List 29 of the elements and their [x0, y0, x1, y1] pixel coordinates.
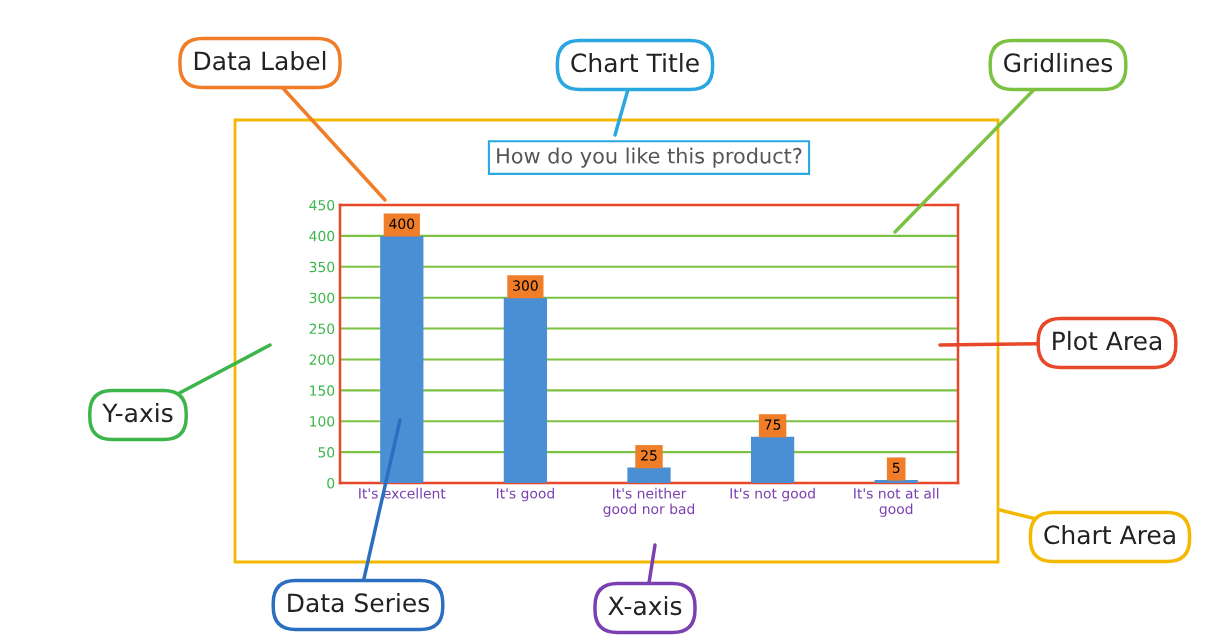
data-label: 75 [764, 419, 781, 430]
text: X-axis [608, 595, 682, 616]
text: Data Label [194, 50, 326, 71]
y-tick-label: 0 [327, 477, 335, 489]
text: Chart Area [1044, 524, 1175, 545]
x-tick-label: It's not good [730, 487, 815, 502]
y-tick-label: 150 [310, 385, 335, 396]
text: Data Series [288, 592, 430, 613]
x-tick-label: It's neither good nor bad [603, 487, 695, 517]
x-tick-label: It's excellent [359, 487, 446, 499]
y-tick-label: 300 [309, 292, 335, 304]
data-label: 400 [389, 218, 415, 230]
y-tick-label: 200 [309, 354, 335, 365]
y-tick-label: 100 [310, 416, 335, 427]
text: Y-axis [102, 402, 173, 423]
y-tick-label: 450 [309, 199, 335, 211]
text: Plot Area [1053, 330, 1162, 351]
y-tick-label: 350 [309, 261, 335, 273]
x-tick-label: It's not at all good [854, 487, 939, 517]
y-tick-label: 250 [309, 323, 335, 335]
y-tick-label: 400 [309, 230, 335, 242]
data-label: 300 [513, 280, 538, 291]
x-tick-label: It's good [496, 487, 554, 502]
data-label: 25 [641, 450, 657, 461]
text: Gridlines [1004, 52, 1113, 73]
text: Chart Title [571, 52, 699, 73]
chart-title: How do you like this product? [497, 147, 802, 168]
y-tick-label: 50 [318, 447, 335, 458]
data-label: 5 [892, 462, 900, 474]
